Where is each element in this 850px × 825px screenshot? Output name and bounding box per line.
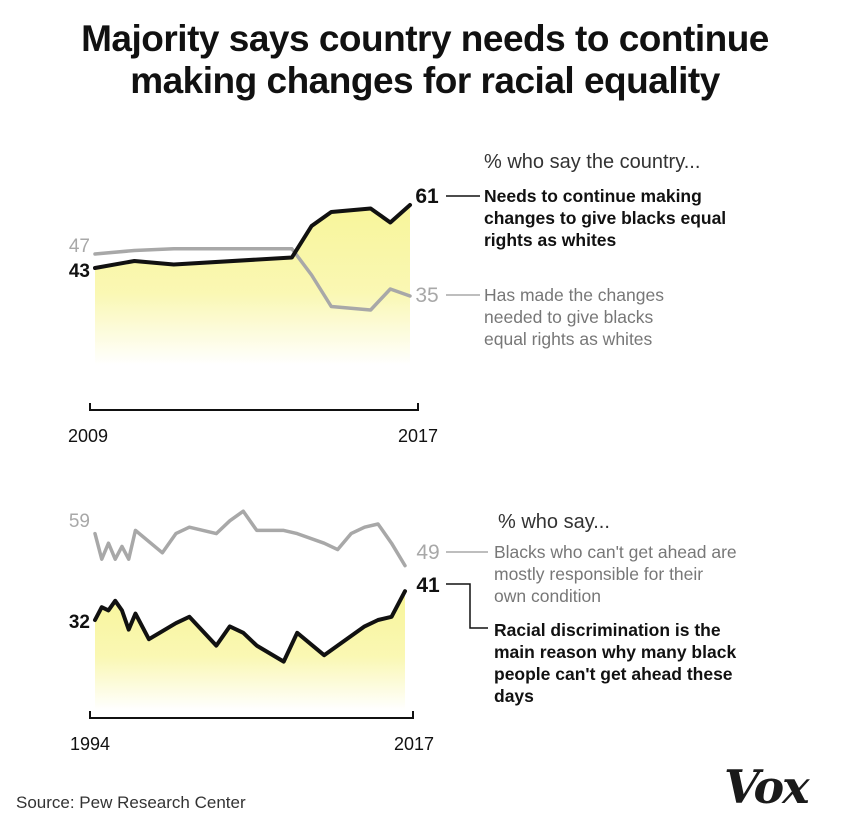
area-fill-panel1-series1 xyxy=(95,205,410,365)
end-value-label-panel2-series1: 49 xyxy=(416,541,439,564)
legend-connector-panel2-series2 xyxy=(446,583,488,629)
series-label-line: people can't get ahead these xyxy=(494,664,733,684)
legend-heading-panel2: % who say... xyxy=(498,511,610,533)
end-value-label-panel1-series2: 35 xyxy=(415,284,438,307)
series-line-panel1-series1 xyxy=(93,203,412,270)
x-tick-label-panel1-2: 2017 xyxy=(398,426,438,446)
series-line-panel2-series2 xyxy=(93,589,407,664)
series-label-line: days xyxy=(494,686,534,706)
x-tick-label-panel2-1: 1994 xyxy=(70,734,110,754)
series-label-line: Has made the changes xyxy=(484,285,664,305)
series-line-panel1-series2 xyxy=(93,247,412,312)
chart-title-line-2: making changes for racial equality xyxy=(130,60,720,101)
series-label-line: equal rights as whites xyxy=(484,329,653,349)
start-value-label-panel1-series2: 47 xyxy=(69,236,90,257)
start-value-label-panel2-series2: 32 xyxy=(69,612,90,633)
source-note: Source: Pew Research Center xyxy=(16,793,246,812)
series-label-line: mostly responsible for their xyxy=(494,564,703,584)
vox-logo: Vox xyxy=(724,760,810,814)
chart-title-line-1: Majority says country needs to continue xyxy=(81,18,769,59)
area-fill-panel2-series2 xyxy=(95,591,405,710)
chart-title: Majority says country needs to continue … xyxy=(0,18,850,102)
series-label-panel1-series1: Needs to continue making changes to give … xyxy=(484,186,726,250)
series-label-line: Needs to continue making xyxy=(484,186,702,206)
series-label-line: Blacks who can't get ahead are xyxy=(494,542,737,562)
series-label-panel2-series2: Racial discrimination is the main reason … xyxy=(494,620,736,706)
series-label-line: own condition xyxy=(494,586,601,606)
series-label-panel2-series1: Blacks who can't get ahead are mostly res… xyxy=(494,542,737,606)
legend-heading-panel1: % who say the country... xyxy=(484,151,700,173)
end-value-label-panel2-series2: 41 xyxy=(416,574,440,597)
series-line-panel2-series1 xyxy=(93,509,407,568)
series-label-line: rights as whites xyxy=(484,230,617,250)
series-label-line: Racial discrimination is the xyxy=(494,620,721,640)
end-value-label-panel1-series1: 61 xyxy=(415,185,439,208)
series-label-line: needed to give blacks xyxy=(484,307,654,327)
x-tick-label-panel2-2: 2017 xyxy=(394,734,434,754)
x-tick-label-panel1-1: 2009 xyxy=(68,426,108,446)
series-label-line: main reason why many black xyxy=(494,642,736,662)
series-label-panel1-series2: Has made the changes needed to give black… xyxy=(484,285,664,349)
series-label-line: changes to give blacks equal xyxy=(484,208,726,228)
start-value-label-panel1-series1: 43 xyxy=(69,261,90,282)
start-value-label-panel2-series1: 59 xyxy=(69,511,90,532)
